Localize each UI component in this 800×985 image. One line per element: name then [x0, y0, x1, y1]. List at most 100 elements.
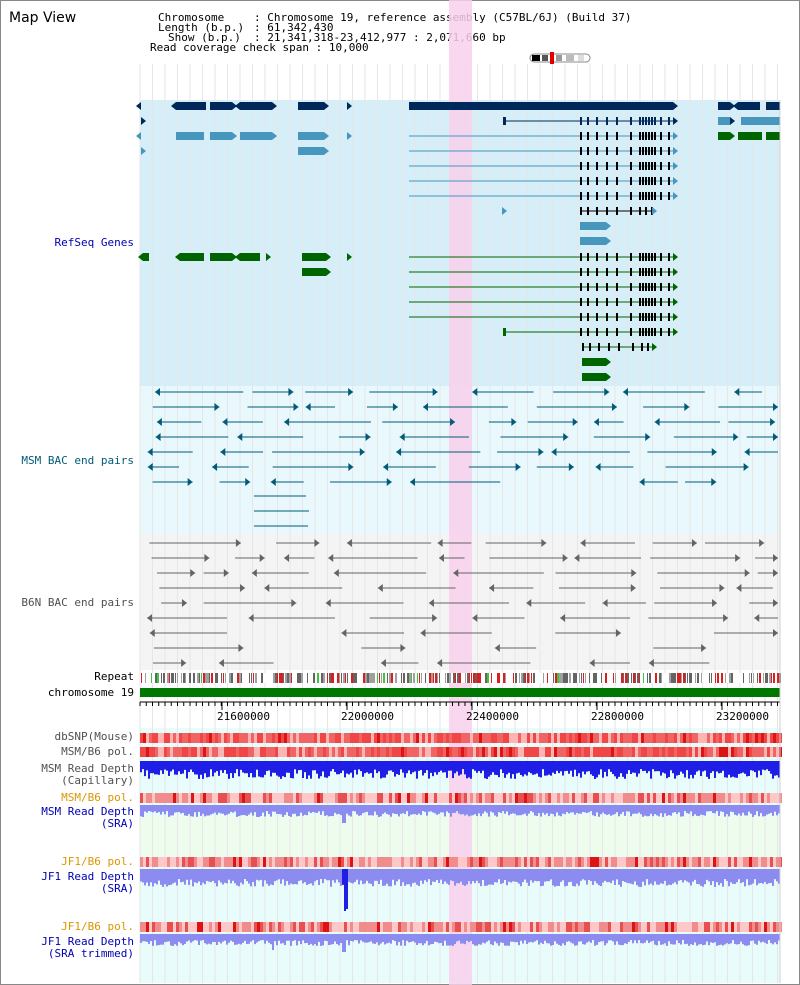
- jf1-b6-pol-heat-cell: [713, 857, 716, 867]
- jf1-sra-depth-bar: [766, 869, 768, 885]
- msm-b6-pol-heat-cell: [659, 747, 662, 757]
- msm-capillary-depth-bar: [720, 761, 722, 773]
- jf1-trimmed-depth-bar: [204, 934, 206, 944]
- msm-b6-pol-heat-cell: [179, 747, 182, 757]
- dbsnp-heat-cell: [347, 733, 350, 743]
- track-label-msm-depth-capillary[interactable]: MSM Read Depth (Capillary): [41, 762, 134, 787]
- gene-exon: [668, 313, 670, 321]
- repeat-element: [279, 673, 281, 683]
- msm-b6-pol-heat-cell: [539, 747, 542, 757]
- dbsnp-heat-cell: [656, 733, 659, 743]
- msm-b6-pol-heat-cell: [761, 747, 764, 757]
- track-label-msm-b6-pol-sra[interactable]: MSM/B6 pol.: [61, 791, 134, 804]
- dbsnp-heat-cell: [548, 733, 551, 743]
- track-label-jf1-b6-pol-trimmed[interactable]: JF1/B6 pol.: [61, 920, 134, 933]
- track-label-jf1-depth[interactable]: JF1 Read Depth (SRA): [41, 870, 134, 895]
- msm-sra-depth-bar: [692, 805, 694, 817]
- dbsnp-heat-cell: [281, 733, 284, 743]
- dbsnp-heat-cell: [149, 733, 152, 743]
- msm-sra-depth-bar: [186, 805, 188, 816]
- msm-sra-depth-bar: [486, 805, 488, 813]
- track-label-dbsnp[interactable]: dbSNP(Mouse): [54, 730, 134, 743]
- gene-direction-arrow: [673, 132, 678, 140]
- msm-b6-pol-sra-heat-cell: [557, 793, 560, 803]
- track-label-jf1-depth-trimmed[interactable]: JF1 Read Depth (SRA trimmed): [41, 935, 134, 960]
- msm-capillary-depth-bar: [226, 761, 228, 774]
- repeat-element: [251, 673, 252, 683]
- msm-capillary-depth-bar: [332, 761, 334, 770]
- msm-b6-pol-sra-heat-cell: [335, 793, 338, 803]
- gene-exon: [587, 268, 589, 276]
- msm-sra-depth-bar: [662, 805, 664, 817]
- jf1-sra-depth-bar: [738, 869, 740, 880]
- track-label-chromosome[interactable]: chromosome 19: [47, 686, 134, 699]
- jf1-b6-pol-trimmed-heat-cell: [476, 922, 479, 932]
- msm-sra-depth-bar: [516, 805, 518, 816]
- msm-b6-pol-sra-heat-cell: [467, 793, 470, 803]
- gene-exon: [660, 117, 662, 125]
- jf1-b6-pol-heat-cell: [470, 857, 473, 867]
- jf1-sra-depth-bar: [492, 869, 494, 885]
- msm-capillary-depth-bar: [698, 761, 700, 771]
- gene-exon: [668, 147, 670, 155]
- gene-exon: [654, 298, 656, 306]
- msm-capillary-depth-bar: [182, 761, 184, 774]
- gene-exon: [596, 177, 598, 185]
- jf1-trimmed-depth-bar: [390, 934, 392, 944]
- repeat-element: [175, 673, 176, 683]
- msm-bac-pair-end-arrow: [365, 433, 371, 441]
- msm-sra-depth-bar: [470, 805, 472, 816]
- repeat-element: [353, 673, 355, 683]
- msm-capillary-depth-bar: [564, 761, 566, 772]
- dbsnp-heat-cell: [320, 733, 323, 743]
- msm-b6-pol-heat-cell: [644, 747, 647, 757]
- jf1-b6-pol-trimmed-heat-cell: [416, 922, 419, 932]
- jf1-trimmed-depth-bar: [332, 934, 334, 945]
- jf1-b6-pol-heat-cell: [452, 857, 455, 867]
- dbsnp-heat-cell: [590, 733, 593, 743]
- jf1-b6-pol-heat-cell: [737, 857, 740, 867]
- track-label-msm-b6-pol[interactable]: MSM/B6 pol.: [61, 745, 134, 758]
- jf1-sra-depth-bar: [674, 869, 676, 883]
- jf1-trimmed-depth-bar: [202, 934, 204, 941]
- repeat-element: [583, 673, 584, 683]
- msm-capillary-depth-bar: [432, 761, 434, 777]
- jf1-b6-pol-heat-cell: [674, 857, 677, 867]
- jf1-trimmed-depth-bar: [284, 934, 286, 946]
- msm-b6-pol-sra-heat-cell: [761, 793, 764, 803]
- jf1-sra-depth-bar: [558, 869, 560, 886]
- jf1-b6-pol-heat-cell: [590, 857, 593, 867]
- jf1-sra-depth-bar: [318, 869, 320, 886]
- dbsnp-heat-cell: [596, 733, 599, 743]
- jf1-b6-pol-trimmed-heat-cell: [377, 922, 380, 932]
- jf1-trimmed-depth-bar: [696, 934, 698, 946]
- dbsnp-heat-cell: [689, 733, 692, 743]
- track-label-msm-depth-sra[interactable]: MSM Read Depth (SRA): [41, 805, 134, 830]
- repeat-element: [379, 673, 380, 683]
- msm-b6-pol-heat-cell: [605, 747, 608, 757]
- track-label-msm-bac[interactable]: MSM BAC end pairs: [21, 454, 134, 467]
- axis-tick-label: 21600000: [217, 710, 270, 723]
- jf1-b6-pol-trimmed-heat-cell: [215, 922, 218, 932]
- jf1-sra-depth-bar: [538, 869, 540, 882]
- repeat-element: [377, 673, 378, 683]
- chromosome-ideogram[interactable]: [528, 52, 592, 64]
- msm-b6-pol-heat-cell: [614, 747, 617, 757]
- msm-sra-depth-bar: [218, 805, 220, 813]
- msm-b6-pol-heat-cell: [272, 747, 275, 757]
- msm-sra-depth-bar: [274, 805, 276, 812]
- msm-sra-depth-bar: [742, 805, 744, 813]
- track-label-b6n-bac[interactable]: B6N BAC end pairs: [21, 596, 134, 609]
- track-label-refseq[interactable]: RefSeq Genes: [54, 236, 134, 249]
- jf1-sra-depth-bar: [540, 869, 542, 887]
- jf1-sra-depth-bar: [162, 869, 164, 887]
- jf1-b6-pol-heat-cell: [224, 857, 227, 867]
- jf1-trimmed-depth-bar: [674, 934, 676, 945]
- track-label-repeat[interactable]: Repeat: [94, 670, 134, 683]
- jf1-sra-depth-bar: [648, 869, 650, 885]
- msm-sra-depth-bar: [412, 805, 414, 815]
- track-label-jf1-b6-pol[interactable]: JF1/B6 pol.: [61, 855, 134, 868]
- msm-b6-pol-sra-heat-cell: [605, 793, 608, 803]
- msm-sra-depth-bar: [320, 805, 322, 815]
